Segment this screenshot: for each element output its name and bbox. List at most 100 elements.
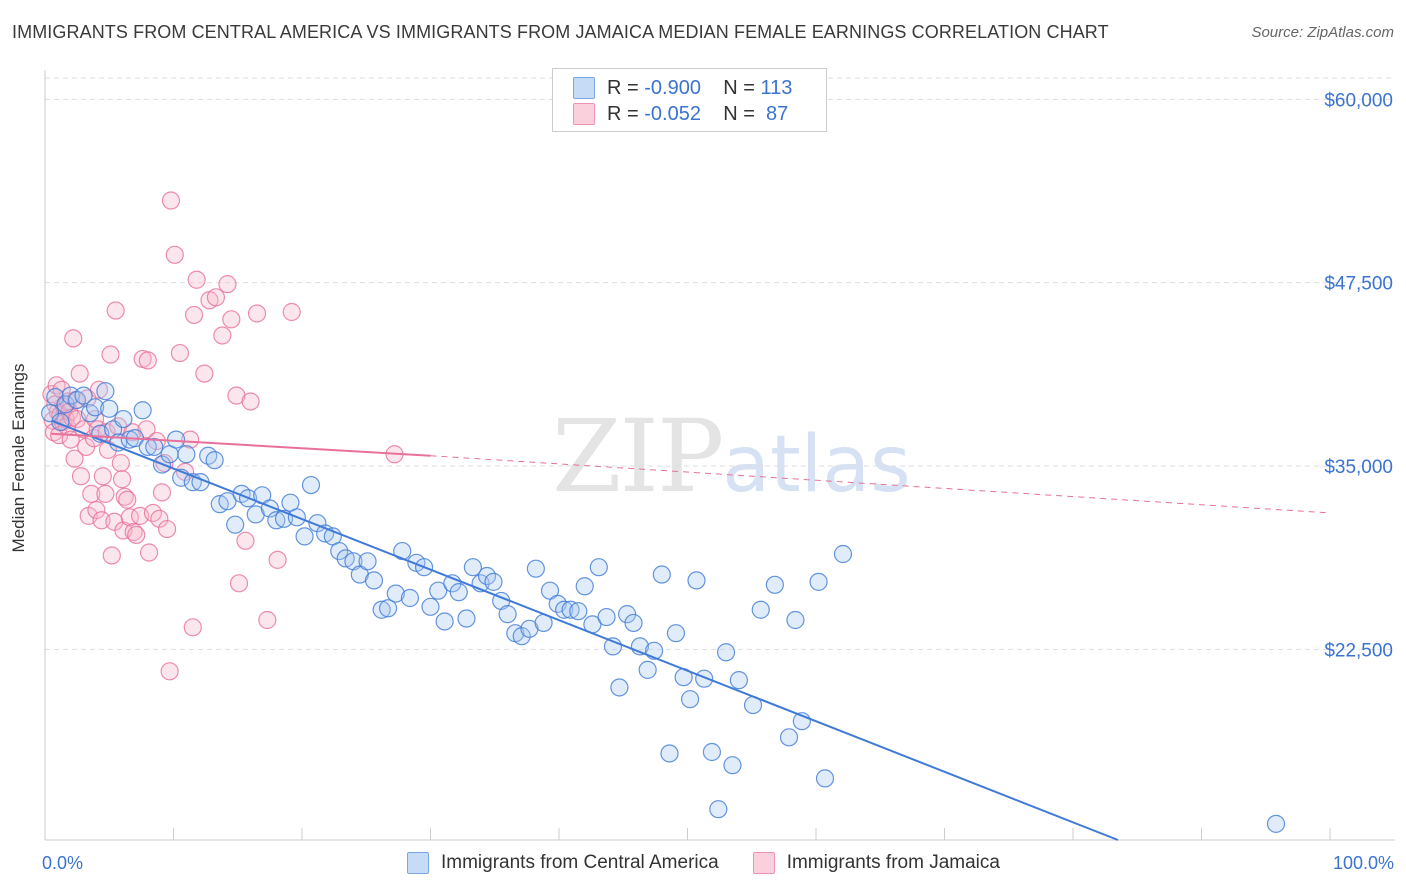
data-point xyxy=(687,571,706,590)
legend-row-central-america: R = -0.900 N = 113 xyxy=(573,77,792,99)
data-point xyxy=(177,445,196,464)
data-point xyxy=(597,607,616,627)
data-point xyxy=(301,475,321,495)
data-point xyxy=(184,305,204,325)
legend-r-label: R = xyxy=(607,102,639,125)
legend-item-central-america: Immigrants from Central America xyxy=(407,852,719,874)
data-point xyxy=(145,437,164,457)
watermark-atlas: atlas xyxy=(722,420,911,510)
y-tick-label: $22,500 xyxy=(1324,640,1393,661)
y-tick-label: $60,000 xyxy=(1324,90,1393,111)
data-point xyxy=(463,558,483,577)
data-point xyxy=(765,575,784,594)
data-point xyxy=(218,492,237,511)
data-point xyxy=(71,467,91,486)
data-point xyxy=(170,343,190,363)
data-point xyxy=(161,191,181,210)
data-point xyxy=(226,515,245,534)
data-point xyxy=(87,500,106,520)
axes xyxy=(44,70,1395,841)
data-point xyxy=(610,678,629,697)
data-point xyxy=(247,304,267,323)
data-point xyxy=(638,660,657,679)
data-point xyxy=(111,453,130,473)
legend-label-central-america: Immigrants from Central America xyxy=(441,852,719,873)
data-point xyxy=(652,565,671,584)
data-point xyxy=(512,627,531,646)
y-axis-label: Median Female Earnings xyxy=(9,363,28,553)
y-tick-label: $47,500 xyxy=(1324,274,1393,295)
data-point xyxy=(222,310,241,329)
legend-item-jamaica: Immigrants from Jamaica xyxy=(752,852,1000,874)
data-point xyxy=(114,409,133,429)
trend-lines xyxy=(51,419,1331,841)
data-point xyxy=(100,399,119,418)
data-point xyxy=(229,574,249,593)
data-point xyxy=(358,552,377,571)
y-tick-labels: $22,500 $35,000 $47,500 $60,000 xyxy=(1324,90,1393,661)
data-point xyxy=(139,543,159,562)
series-jamaica-points xyxy=(42,191,404,681)
data-point xyxy=(709,800,728,819)
legend-swatch-pink xyxy=(752,852,775,874)
data-point xyxy=(561,600,580,619)
data-point xyxy=(183,618,202,637)
data-point xyxy=(666,624,686,643)
data-point xyxy=(695,669,714,688)
data-point xyxy=(526,559,545,578)
data-point xyxy=(124,522,143,542)
chart-title: IMMIGRANTS FROM CENTRAL AMERICA VS IMMIG… xyxy=(12,22,1109,42)
data-point xyxy=(809,572,828,591)
data-point xyxy=(46,387,65,407)
legend-r-label: R = xyxy=(607,76,639,99)
data-point xyxy=(779,728,799,747)
data-point xyxy=(484,572,503,591)
data-point xyxy=(56,395,75,414)
grid-lines xyxy=(45,77,1395,650)
data-point xyxy=(680,690,700,709)
data-point xyxy=(64,329,83,348)
data-point xyxy=(716,643,736,662)
data-point xyxy=(218,275,237,294)
legend-swatch-pink xyxy=(573,103,595,125)
legend-r-value: -0.052 xyxy=(644,102,701,125)
series-legend: Immigrants from Central America Immigran… xyxy=(407,852,1034,874)
legend-n-label: N = xyxy=(723,76,755,99)
data-point xyxy=(815,769,835,788)
legend-label-jamaica: Immigrants from Jamaica xyxy=(786,852,1000,873)
data-point xyxy=(160,662,179,681)
data-point xyxy=(833,544,853,564)
data-point xyxy=(127,525,146,545)
data-point xyxy=(386,584,405,603)
data-point xyxy=(786,610,805,630)
data-point xyxy=(236,531,255,550)
data-point xyxy=(165,245,184,264)
data-point xyxy=(449,583,468,602)
data-point xyxy=(723,756,742,775)
data-point xyxy=(258,610,277,630)
data-point xyxy=(400,588,420,608)
legend-n-value: 113 xyxy=(760,76,793,99)
data-point xyxy=(330,541,349,561)
data-point xyxy=(112,470,132,489)
data-point xyxy=(96,484,115,503)
data-point xyxy=(195,364,214,383)
data-point xyxy=(624,613,643,633)
data-point xyxy=(205,451,224,470)
data-point xyxy=(138,351,157,370)
data-point xyxy=(115,487,134,506)
legend-swatch-blue xyxy=(407,852,429,874)
x-tick-label-min: 0.0% xyxy=(42,853,84,873)
data-point xyxy=(555,600,574,619)
data-point xyxy=(457,609,476,628)
data-point xyxy=(74,386,93,405)
data-point xyxy=(93,467,112,486)
data-point xyxy=(101,345,120,364)
data-point xyxy=(729,671,749,690)
legend-n-value: 87 xyxy=(760,102,789,125)
data-point xyxy=(421,597,440,616)
data-point xyxy=(157,519,177,539)
data-point xyxy=(150,509,169,528)
data-point xyxy=(282,302,301,322)
data-point xyxy=(206,288,226,307)
